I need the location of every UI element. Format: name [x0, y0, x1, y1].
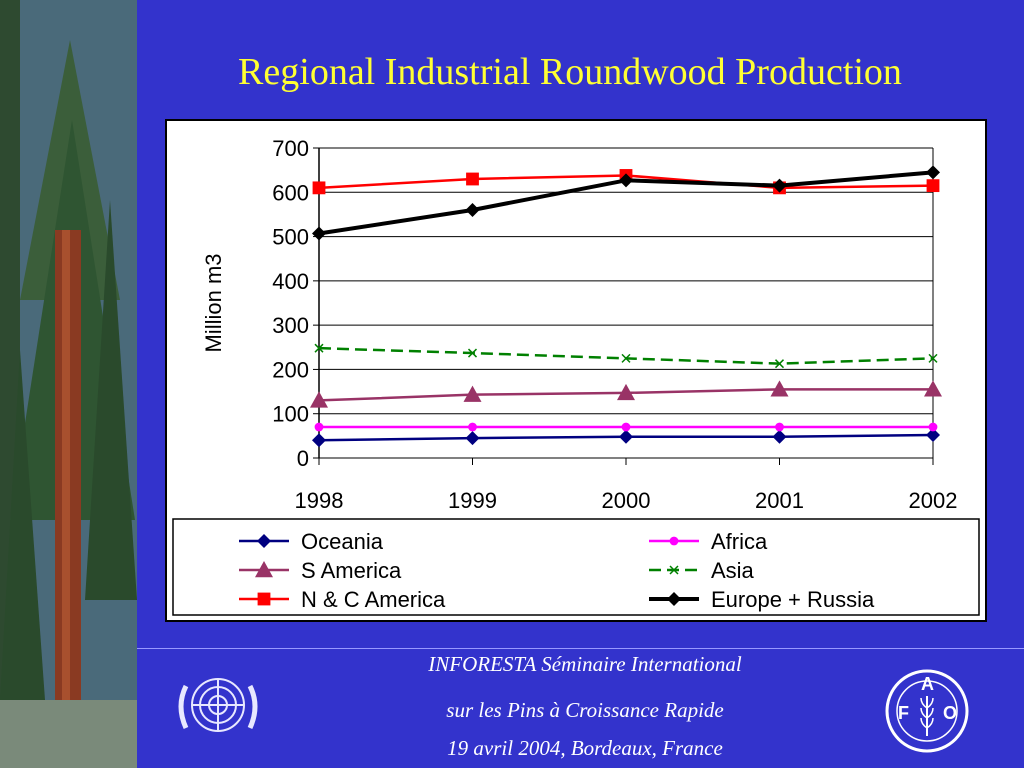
data-point — [775, 422, 784, 432]
x-tick-label: 2000 — [602, 488, 651, 513]
data-point — [774, 359, 785, 369]
legend-label: S America — [301, 558, 402, 583]
data-point — [312, 226, 326, 241]
data-point — [617, 383, 635, 401]
legend-box — [172, 518, 980, 616]
y-tick-label: 600 — [272, 180, 309, 205]
data-point — [928, 422, 938, 432]
footer-line-3: 19 avril 2004, Bordeaux, France — [447, 736, 723, 760]
data-point — [928, 353, 938, 363]
legend-marker — [257, 592, 271, 606]
line-chart: 0 100 200 300 400 500 600 700 1998 1999 2000 2001 20… — [172, 136, 980, 616]
data-point — [467, 348, 478, 358]
data-point — [465, 203, 480, 217]
legend-label: Europe + Russia — [711, 587, 875, 612]
data-point — [312, 181, 326, 195]
y-tick-label: 100 — [272, 402, 309, 427]
tree-photo-art — [0, 0, 137, 768]
y-tick-label: 200 — [272, 357, 309, 382]
chart-container: 0 100 200 300 400 500 600 700 1998 1999 2000 2001 20… — [165, 119, 987, 622]
legend-label: Asia — [711, 558, 755, 583]
legend-marker — [667, 592, 681, 606]
data-point — [772, 178, 787, 193]
y-tick-label: 700 — [272, 136, 309, 161]
data-point — [314, 343, 324, 353]
y-tick-label: 300 — [272, 313, 309, 338]
x-tick-label: 2002 — [909, 488, 958, 513]
data-point — [926, 165, 940, 180]
data-point — [465, 431, 480, 446]
data-point — [310, 391, 328, 408]
data-point — [463, 385, 482, 402]
y-tick-label: 500 — [272, 225, 309, 250]
y-tick-label: 400 — [272, 269, 309, 294]
y-axis-label: Million m3 — [201, 253, 226, 352]
fao-letter-o: O — [943, 703, 957, 723]
x-tick-label: 1998 — [295, 488, 344, 513]
legend-marker — [255, 561, 273, 578]
legend-marker — [257, 534, 271, 548]
x-tick-label: 1999 — [448, 488, 497, 513]
data-point — [619, 429, 633, 444]
data-point — [924, 380, 942, 397]
y-tick-label: 0 — [297, 446, 309, 471]
data-point — [926, 179, 940, 193]
x-tick-label: 2001 — [755, 488, 804, 513]
series-line-asia — [318, 346, 934, 365]
legend-marker — [669, 565, 679, 575]
footer-divider — [137, 648, 1024, 649]
legend-marker — [669, 536, 679, 546]
data-point — [621, 422, 631, 432]
legend-label: Oceania — [301, 529, 384, 554]
footer-line-2: sur les Pins à Croissance Rapide — [446, 698, 724, 722]
data-point — [772, 429, 787, 444]
footer-line-1: INFORESTA Séminaire International — [428, 652, 742, 676]
data-point — [312, 433, 326, 448]
fao-letter-a: A — [921, 674, 934, 694]
data-point — [770, 380, 789, 397]
data-point — [466, 172, 479, 186]
un-emblem-icon — [178, 678, 258, 732]
fao-letter-f: F — [898, 703, 909, 723]
fao-logo-icon: F A O — [885, 669, 969, 753]
slide-title: Regional Industrial Roundwood Production — [238, 51, 902, 93]
data-point — [926, 427, 940, 442]
legend-label: Africa — [711, 529, 768, 554]
data-point — [314, 422, 324, 432]
tree-photo — [0, 0, 137, 768]
data-point — [468, 422, 477, 432]
legend-label: N & C America — [301, 587, 446, 612]
data-point — [621, 353, 631, 363]
